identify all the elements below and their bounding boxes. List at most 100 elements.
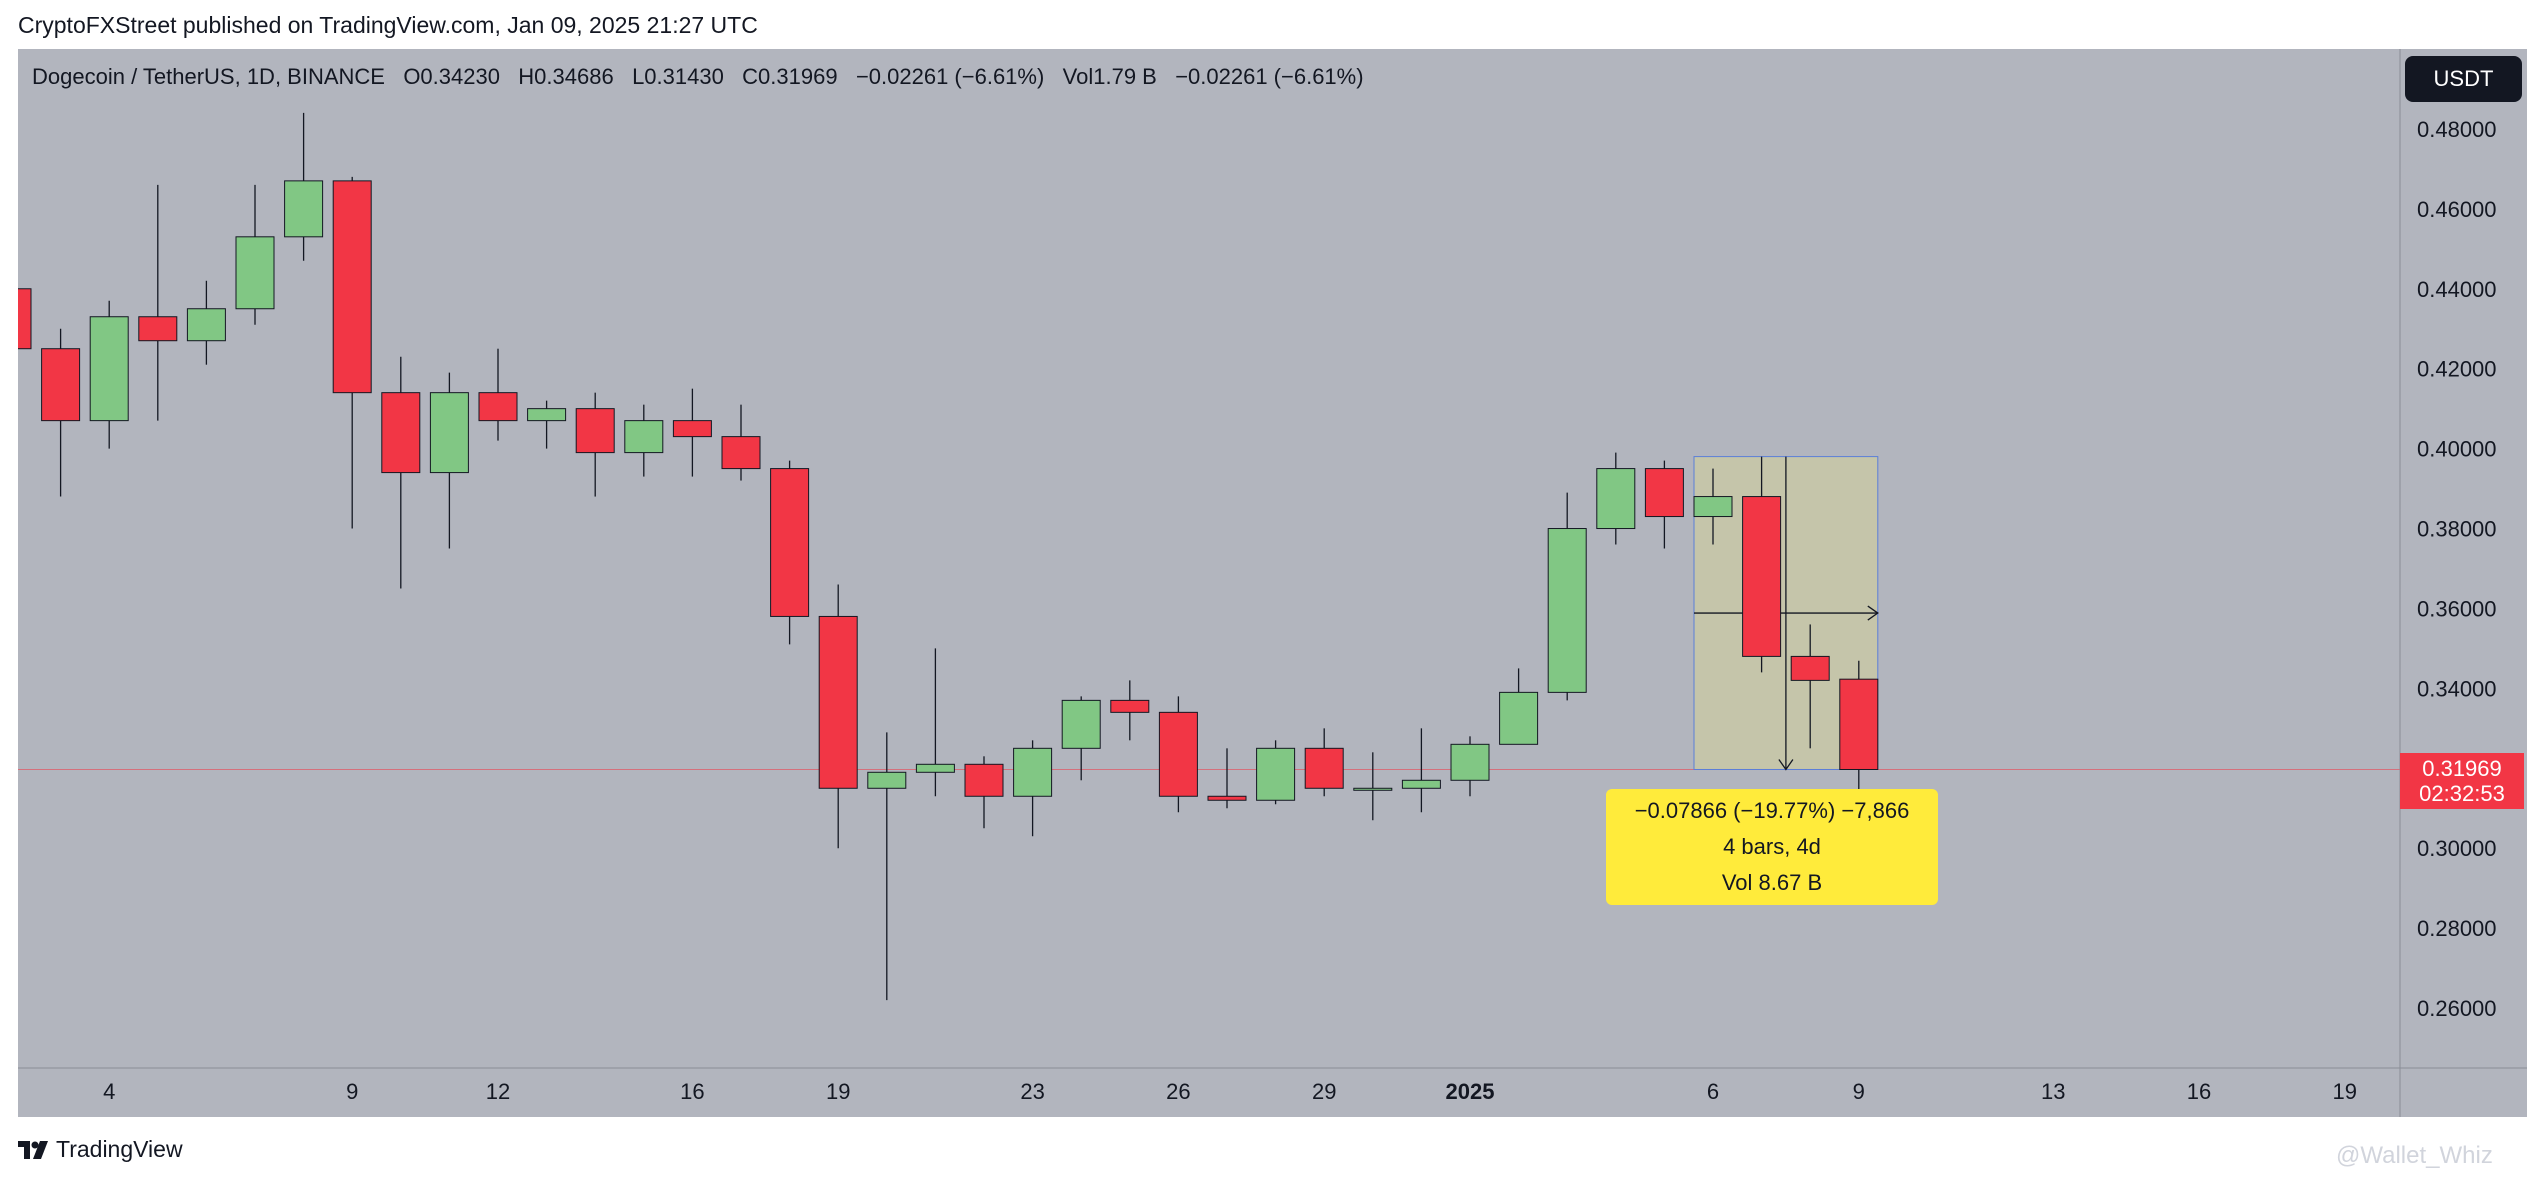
publish-info: CryptoFXStreet published on TradingView.… bbox=[18, 12, 758, 38]
price-tick-label: 0.44000 bbox=[2417, 277, 2497, 302]
bearish-candle bbox=[1110, 680, 1150, 741]
legend-low: L0.31430 bbox=[632, 64, 724, 89]
candle-body bbox=[235, 236, 275, 310]
bullish-candle bbox=[235, 184, 275, 325]
price-tick-label: 0.30000 bbox=[2417, 836, 2497, 861]
measurement-label: −0.07866 (−19.77%) −7,866 4 bars, 4d Vol… bbox=[1606, 789, 1938, 905]
bullish-candle bbox=[624, 404, 664, 477]
last-price-tag: 0.31969 02:32:53 bbox=[2400, 753, 2524, 809]
currency-button[interactable]: USDT bbox=[2405, 56, 2522, 102]
bullish-candle bbox=[1547, 492, 1587, 701]
candle-body bbox=[1401, 779, 1441, 789]
bearish-candle bbox=[332, 176, 372, 529]
measure-bars: 4 bars, 4d bbox=[1723, 834, 1821, 859]
candle-body bbox=[867, 771, 907, 789]
tradingview-logo-icon bbox=[18, 1140, 48, 1159]
candle-body bbox=[186, 308, 226, 342]
measure-arrow-head-down bbox=[1778, 759, 1794, 771]
bullish-candle bbox=[867, 732, 907, 1001]
price-tick-label: 0.40000 bbox=[2417, 437, 2497, 462]
tradingview-logo[interactable]: TradingView bbox=[18, 1136, 183, 1163]
bar-countdown: 02:32:53 bbox=[2419, 781, 2505, 806]
time-tick-label: 4 bbox=[103, 1079, 115, 1104]
candle-body bbox=[1742, 496, 1782, 657]
measure-volume: Vol 8.67 B bbox=[1721, 870, 1823, 895]
bearish-candle bbox=[1207, 748, 1247, 809]
bullish-candle bbox=[429, 372, 469, 549]
candle-body bbox=[1158, 711, 1198, 797]
candle-body bbox=[381, 392, 421, 474]
bearish-candle bbox=[478, 348, 518, 441]
author-watermark: @Wallet_Whiz bbox=[2336, 1142, 2493, 1169]
bullish-candle bbox=[1596, 452, 1636, 545]
candle-body bbox=[721, 436, 761, 470]
legend-open: O0.34230 bbox=[403, 64, 500, 89]
time-tick-label: 12 bbox=[486, 1079, 510, 1104]
legend-close: C0.31969 bbox=[742, 64, 838, 89]
time-tick-label: 6 bbox=[1707, 1079, 1719, 1104]
bullish-candle bbox=[1499, 668, 1539, 745]
chart-area[interactable]: 0.48000 0.46000 0.44000 0.42000 0.40000 0.380… bbox=[18, 49, 2527, 1117]
bearish-candle bbox=[818, 584, 858, 849]
time-tick-label: 16 bbox=[2187, 1079, 2211, 1104]
candle-body bbox=[1790, 655, 1830, 681]
bullish-candle bbox=[186, 280, 226, 365]
candle-body bbox=[89, 316, 129, 422]
candle-body bbox=[770, 468, 810, 617]
candle-body bbox=[1499, 691, 1539, 745]
legend-symbol: Dogecoin / TetherUS, 1D, BINANCE bbox=[32, 64, 385, 89]
candle-body bbox=[1693, 496, 1733, 518]
legend-vol-change: −0.02261 (−6.61%) bbox=[1175, 64, 1364, 89]
bearish-candle bbox=[721, 404, 761, 481]
candle-body bbox=[1450, 743, 1490, 781]
candle-body bbox=[818, 615, 858, 789]
candle-body bbox=[1061, 699, 1101, 749]
price-tick-label: 0.28000 bbox=[2417, 916, 2497, 941]
bearish-candle bbox=[672, 388, 712, 477]
price-tick-label: 0.26000 bbox=[2417, 996, 2497, 1021]
candle-body bbox=[1256, 747, 1296, 801]
legend-high: H0.34686 bbox=[518, 64, 614, 89]
price-tick-label: 0.48000 bbox=[2417, 117, 2497, 142]
bullish-candle bbox=[89, 300, 129, 449]
candle-body bbox=[964, 763, 1004, 797]
bearish-candle bbox=[1790, 624, 1830, 749]
bearish-candle bbox=[770, 460, 810, 645]
candle-body bbox=[1353, 787, 1393, 791]
bearish-candle bbox=[1304, 728, 1344, 797]
candlestick-chart[interactable]: 0.48000 0.46000 0.44000 0.42000 0.40000 0.380… bbox=[18, 49, 2527, 1117]
candle-body bbox=[18, 288, 32, 350]
candle-body bbox=[672, 420, 712, 438]
bullish-candle bbox=[527, 400, 567, 449]
bearish-candle bbox=[1644, 460, 1684, 549]
candle-body bbox=[527, 408, 567, 422]
time-tick-label: 9 bbox=[1853, 1079, 1865, 1104]
candle-body bbox=[429, 392, 469, 474]
candle-body bbox=[332, 180, 372, 394]
candle-body bbox=[915, 763, 955, 773]
brand-name: TradingView bbox=[56, 1136, 183, 1162]
candle-body bbox=[575, 408, 615, 454]
measure-arrow-head-right bbox=[1867, 605, 1879, 621]
candle-body bbox=[1013, 747, 1053, 797]
candle-layer bbox=[18, 112, 1879, 1001]
price-tick-label: 0.46000 bbox=[2417, 197, 2497, 222]
time-tick-label: 23 bbox=[1020, 1079, 1044, 1104]
bearish-candle bbox=[575, 392, 615, 497]
candle-body bbox=[1839, 678, 1879, 770]
bullish-candle bbox=[284, 112, 324, 261]
bullish-candle bbox=[915, 648, 955, 797]
bullish-candle bbox=[1401, 728, 1441, 813]
price-tick-label: 0.42000 bbox=[2417, 357, 2497, 382]
bullish-candle bbox=[1693, 468, 1733, 545]
bearish-candle bbox=[381, 356, 421, 589]
measure-change: −0.07866 (−19.77%) −7,866 bbox=[1634, 798, 1910, 823]
legend-change: −0.02261 (−6.61%) bbox=[855, 64, 1045, 89]
price-tick-label: 0.38000 bbox=[2417, 517, 2497, 542]
bullish-candle bbox=[1061, 696, 1101, 781]
time-tick-label: 26 bbox=[1166, 1079, 1190, 1104]
bullish-candle bbox=[1256, 740, 1296, 805]
price-tick-label: 0.36000 bbox=[2417, 596, 2497, 621]
candle-body bbox=[624, 420, 664, 454]
bullish-candle bbox=[1450, 736, 1490, 797]
